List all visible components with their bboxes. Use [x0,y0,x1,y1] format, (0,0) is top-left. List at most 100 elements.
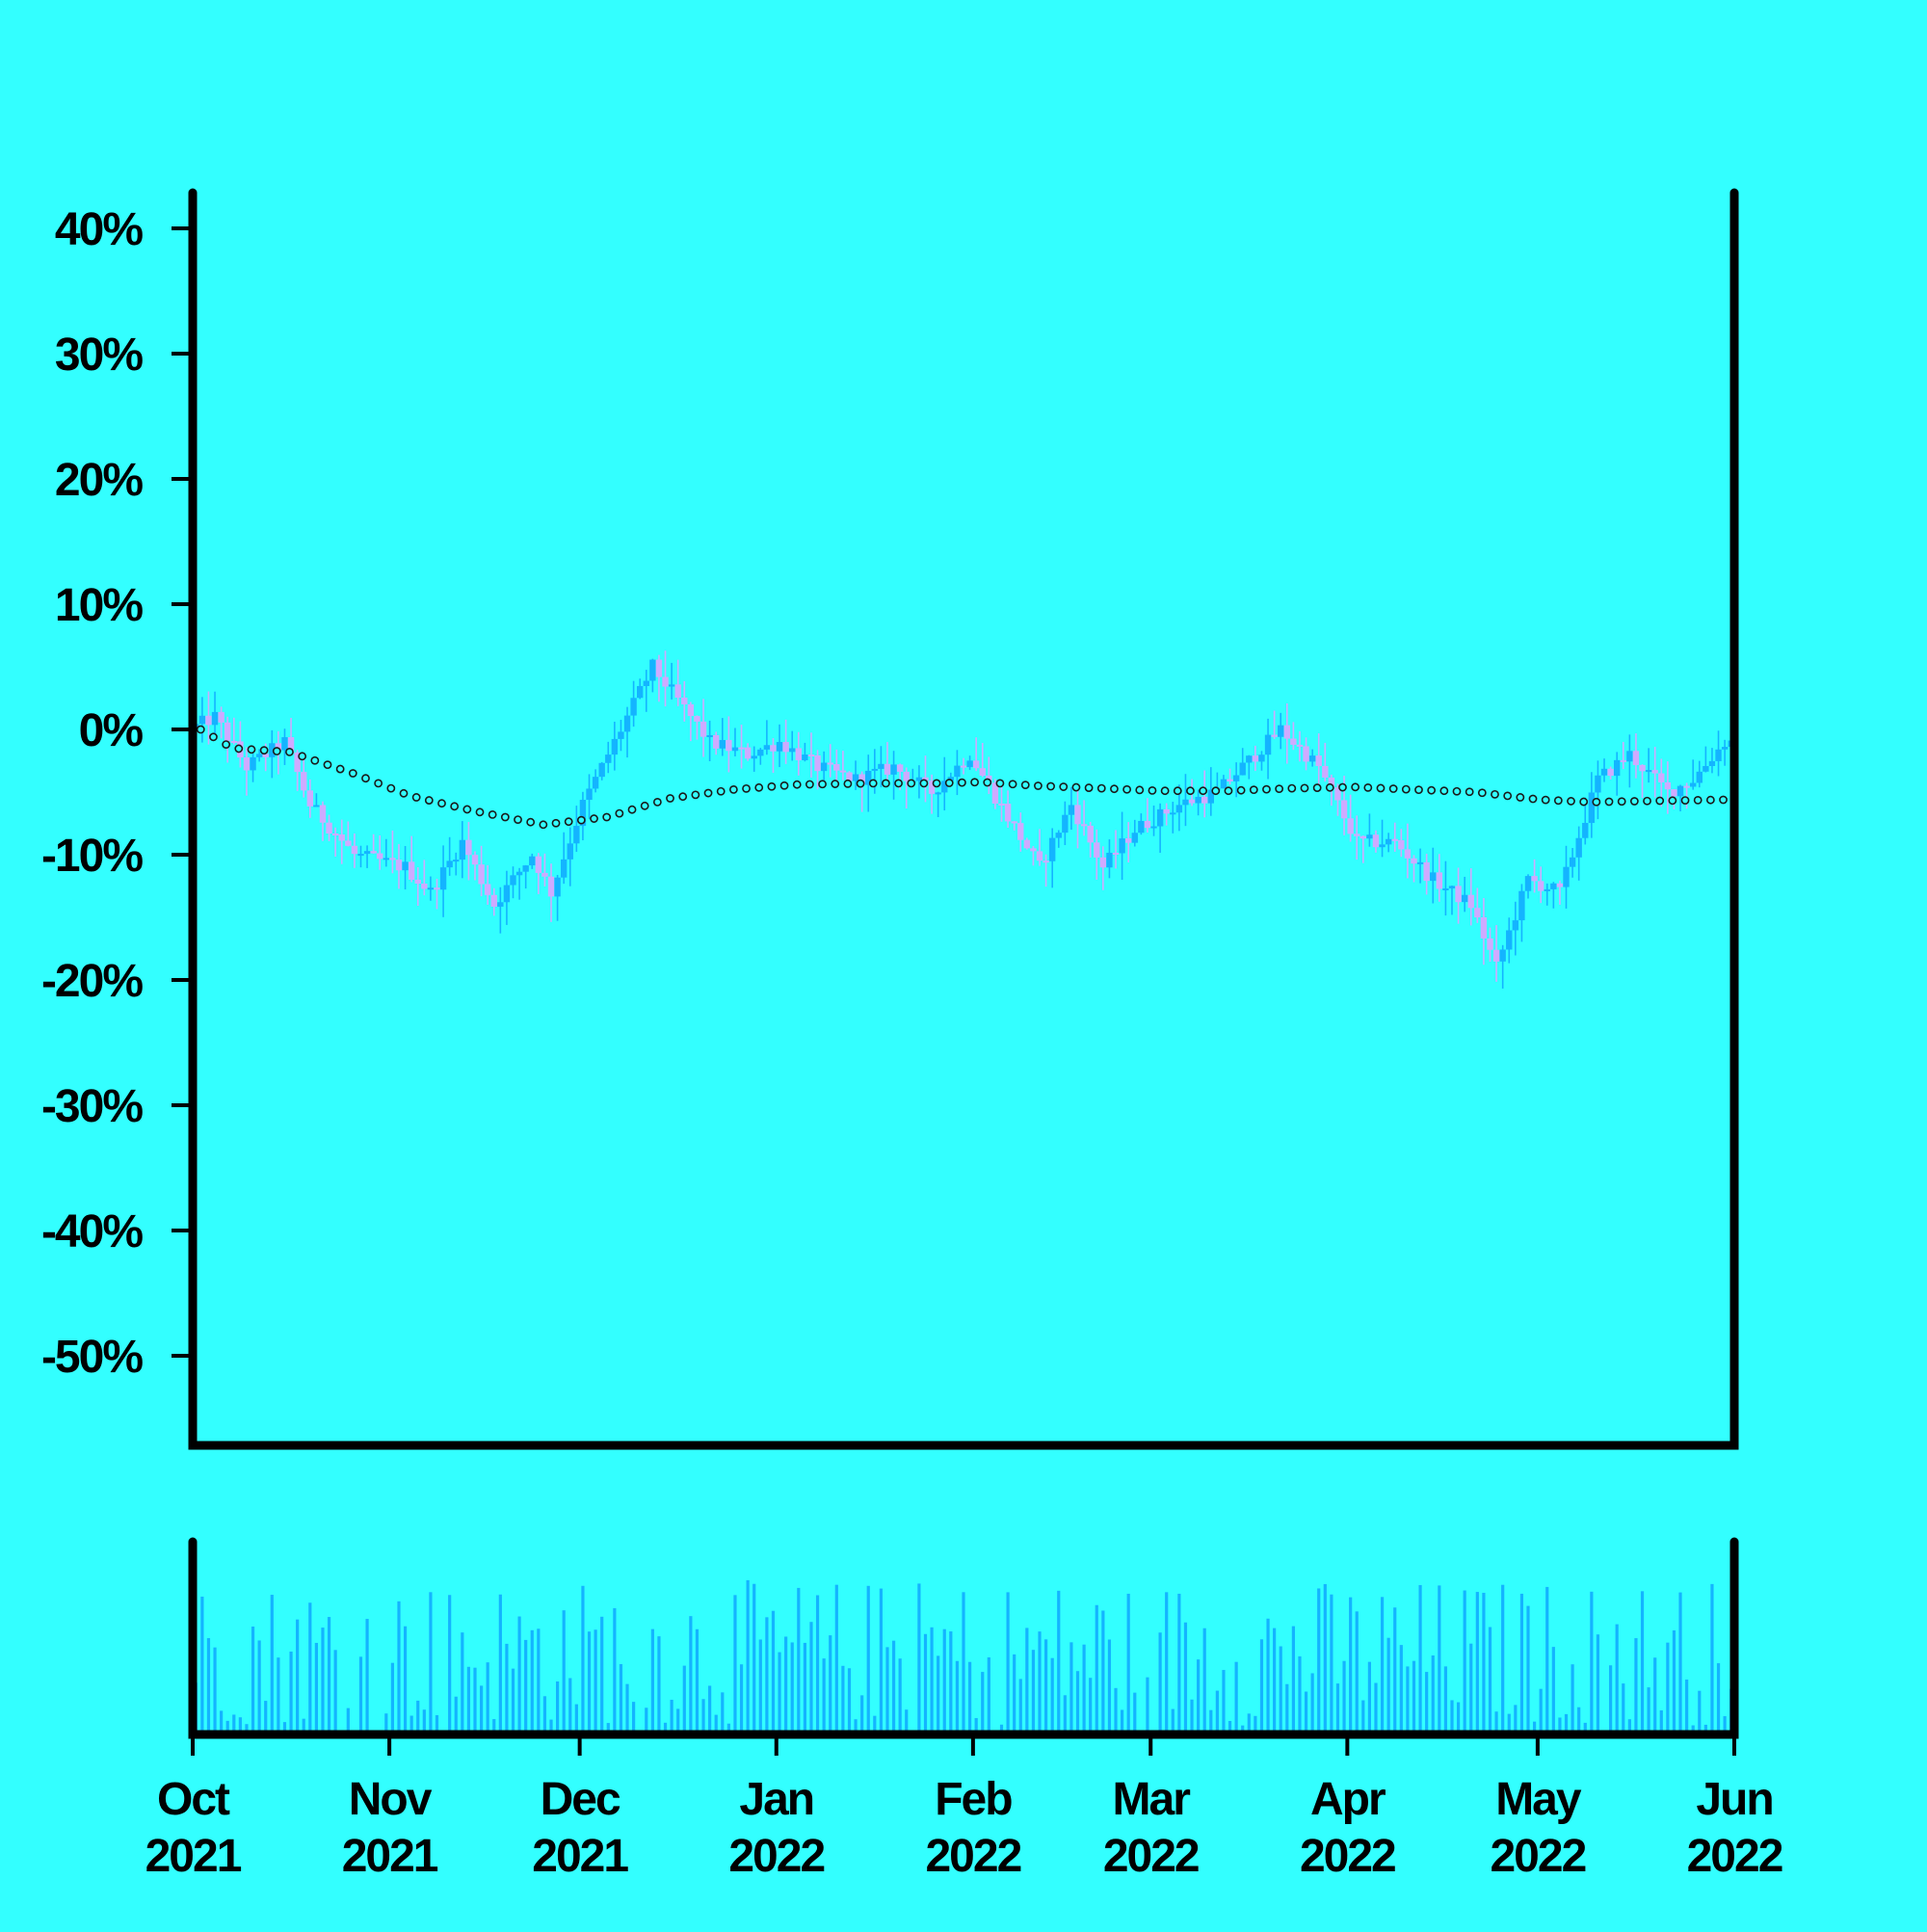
candle [1163,803,1170,826]
candle-body [1651,770,1658,774]
candle-body [839,770,847,773]
volume-bar [974,1718,978,1734]
candle [1632,733,1640,779]
candle-body [1201,796,1208,804]
candle [694,715,700,740]
moving-average-point [742,783,751,793]
candle [1506,917,1513,964]
candle [1315,733,1322,789]
candle [459,821,466,879]
candle-body [357,854,364,857]
candles [193,650,1734,989]
moving-average-point [1363,782,1373,792]
moving-average-point [1541,795,1550,805]
candle [255,749,263,762]
x-tick-label-year: 2021 [342,1831,438,1882]
candle-body [306,790,314,807]
candle-body [935,792,941,795]
candle-body [541,872,548,877]
candle [941,756,948,811]
candle-body [1252,755,1259,762]
volume-bar [1101,1610,1105,1734]
volume-bar [1393,1607,1397,1734]
moving-average-point [703,788,713,798]
volume-bar [524,1639,528,1734]
candle [636,678,644,700]
x-tick-label-month: Oct [157,1774,230,1825]
volume-bar [746,1579,750,1734]
candle-body [1119,838,1125,854]
price-panel: 40% 30% 20% 10% 0% -10% -20% -30% -40% -50% [41,188,1739,1450]
volume-bar [930,1627,934,1734]
candle [757,748,764,765]
candle [1227,768,1233,785]
volume-bar [1330,1594,1333,1734]
volume-bar [1545,1586,1549,1734]
candle [795,731,803,776]
candle [554,874,561,921]
candle-body [1537,881,1544,891]
candle-body [427,887,435,890]
x-tick-label-year: 2022 [1300,1831,1395,1882]
candle [1613,752,1621,796]
moving-average-point [1020,781,1030,790]
candle-body [922,777,929,781]
volume-bar [1177,1593,1181,1734]
volume-bar [1298,1655,1302,1734]
candle-body [878,763,884,769]
moving-average-point [1034,781,1043,790]
volume-bar [1114,1687,1118,1734]
moving-average-point [1300,783,1309,793]
volume-bar [232,1714,236,1734]
volume-bar [721,1692,725,1734]
volume-bar [1183,1622,1188,1734]
candle [560,832,568,885]
candle [1430,847,1437,904]
candle [623,706,631,758]
volume-bar [1247,1713,1251,1734]
volume-bar [308,1602,312,1734]
candle [1499,944,1506,989]
candle [1436,854,1443,902]
volume-bar [765,1617,769,1734]
moving-average-point [1719,795,1728,805]
moving-average-point [1553,796,1563,806]
moving-average-point [882,779,890,788]
volume-bar [1685,1680,1689,1734]
candle-body [1455,886,1462,903]
candle [833,749,840,785]
candle [1480,897,1488,966]
candle-body [884,763,891,775]
candle-body [757,749,764,756]
volume-bar [473,1667,477,1734]
candle [1283,702,1291,764]
candle-body [326,822,332,834]
volume-bar [937,1655,940,1734]
candle-body [1531,876,1538,882]
volume-bar [397,1601,401,1734]
candle [319,801,327,841]
volume-bar [854,1719,858,1734]
candle-body [1582,823,1589,838]
candle [878,746,884,788]
volume-bar [739,1664,744,1734]
moving-average-point [500,812,510,822]
volume-bar [365,1619,369,1734]
candle [434,879,440,910]
volume-bar [1259,1639,1264,1734]
candle-body [218,711,224,723]
moving-average-point [1046,781,1055,791]
candle [363,845,371,868]
candle [884,742,891,785]
moving-average-point [831,780,840,788]
candle-body [1036,851,1043,861]
volume-bar [1158,1632,1162,1734]
volume-bar [1209,1709,1213,1734]
candle-body [776,742,783,752]
candle [345,821,352,847]
candle-body [1563,866,1570,887]
volume-bar [1146,1677,1149,1734]
candle-body [618,731,624,739]
candle [1094,829,1100,880]
candle [928,774,936,814]
